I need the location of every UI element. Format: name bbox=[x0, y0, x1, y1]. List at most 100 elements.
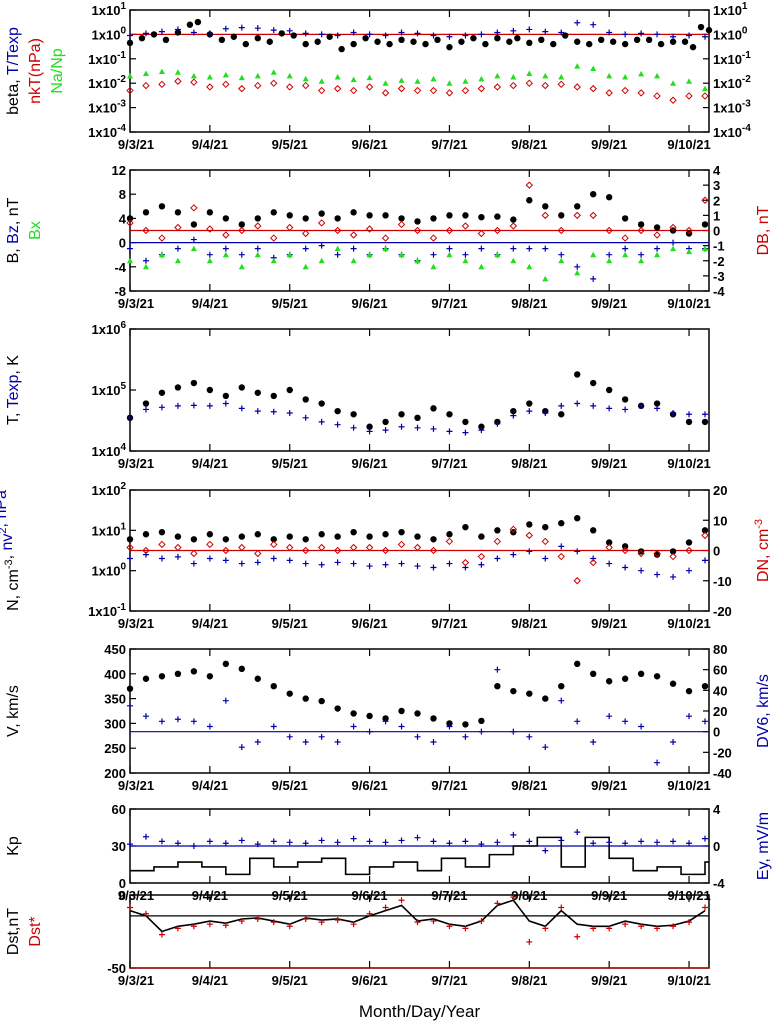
tick-label: -3 bbox=[713, 269, 725, 284]
data-point bbox=[670, 245, 677, 252]
data-point bbox=[302, 263, 309, 270]
data-point bbox=[589, 211, 597, 220]
x-tick-label: 9/5/21 bbox=[272, 616, 308, 631]
data-point bbox=[302, 915, 309, 922]
data-point bbox=[558, 904, 565, 911]
tick-label: 60 bbox=[112, 802, 126, 817]
data-point bbox=[446, 723, 453, 730]
data-point bbox=[414, 414, 421, 422]
data-point bbox=[382, 212, 389, 219]
tick-label: -10 bbox=[713, 574, 732, 589]
data-point bbox=[222, 215, 230, 222]
data-point bbox=[158, 68, 165, 75]
data-point bbox=[190, 236, 197, 243]
data-point bbox=[637, 549, 645, 558]
data-point bbox=[701, 531, 709, 540]
data-point bbox=[158, 528, 166, 536]
data-point bbox=[254, 389, 261, 396]
data-point bbox=[222, 660, 230, 668]
data-point bbox=[701, 683, 709, 690]
data-point bbox=[334, 739, 341, 745]
data-point bbox=[510, 407, 517, 415]
data-point bbox=[413, 226, 422, 235]
data-point bbox=[430, 918, 437, 925]
data-point bbox=[238, 24, 245, 31]
data-point bbox=[350, 723, 357, 730]
data-point bbox=[334, 421, 341, 428]
tick-label: 1x10-2 bbox=[88, 74, 126, 91]
data-point bbox=[381, 546, 390, 555]
data-point bbox=[414, 733, 421, 740]
tick-label: 250 bbox=[104, 741, 126, 756]
data-point bbox=[542, 847, 549, 854]
data-point bbox=[701, 418, 709, 426]
data-point bbox=[254, 408, 261, 415]
data-point bbox=[190, 402, 197, 409]
data-point bbox=[238, 543, 246, 552]
x-tick-label: 9/6/21 bbox=[352, 616, 388, 631]
data-point bbox=[622, 564, 629, 571]
x-tick-label: 9/7/21 bbox=[431, 616, 467, 631]
data-point bbox=[510, 216, 517, 223]
data-point bbox=[286, 223, 294, 232]
data-point bbox=[174, 716, 181, 723]
tick-label: 1x100 bbox=[713, 25, 748, 42]
data-point bbox=[334, 407, 341, 415]
data-point bbox=[638, 30, 645, 37]
data-point bbox=[222, 536, 230, 543]
x-tick-label: 9/4/21 bbox=[192, 456, 228, 471]
data-point bbox=[222, 697, 229, 704]
data-point bbox=[590, 402, 597, 409]
data-point bbox=[538, 36, 545, 44]
data-point bbox=[386, 40, 393, 48]
data-point bbox=[509, 525, 518, 534]
data-point bbox=[190, 78, 198, 86]
data-point bbox=[482, 40, 489, 48]
data-point bbox=[542, 555, 549, 562]
data-point bbox=[126, 215, 134, 222]
data-point bbox=[270, 234, 278, 242]
data-point bbox=[142, 546, 150, 555]
data-point bbox=[174, 553, 181, 560]
data-point bbox=[653, 551, 661, 558]
data-point bbox=[350, 245, 357, 252]
data-point bbox=[446, 411, 453, 418]
data-point bbox=[338, 45, 345, 53]
data-point bbox=[686, 840, 693, 847]
data-point bbox=[366, 533, 373, 540]
data-point bbox=[445, 537, 454, 546]
data-point bbox=[254, 841, 261, 848]
data-point bbox=[541, 537, 549, 546]
tick-label: 350 bbox=[104, 692, 126, 707]
data-point bbox=[606, 251, 613, 258]
data-point bbox=[142, 257, 149, 264]
data-point bbox=[238, 560, 245, 567]
data-point bbox=[413, 86, 422, 95]
data-point bbox=[382, 80, 389, 86]
data-point bbox=[254, 915, 261, 922]
data-point bbox=[158, 540, 166, 549]
tick-label: 0 bbox=[119, 236, 126, 251]
tick-label: -40 bbox=[713, 766, 732, 781]
data-point bbox=[446, 33, 453, 40]
data-point bbox=[174, 533, 182, 540]
data-point bbox=[557, 552, 565, 561]
data-point bbox=[461, 558, 470, 567]
data-point bbox=[606, 257, 613, 264]
tick-label: 8 bbox=[119, 187, 126, 202]
data-point bbox=[414, 218, 421, 225]
data-point bbox=[477, 84, 486, 93]
data-point bbox=[350, 528, 357, 536]
x-tick-label: 9/6/21 bbox=[352, 973, 388, 988]
data-point bbox=[686, 567, 693, 574]
tick-label: 1x105 bbox=[92, 381, 127, 398]
data-point bbox=[446, 428, 453, 435]
data-point bbox=[653, 673, 661, 680]
data-point bbox=[462, 32, 469, 39]
x-tick-label: 9/3/21 bbox=[118, 296, 154, 311]
data-point bbox=[374, 38, 381, 45]
data-point bbox=[126, 219, 134, 227]
data-point bbox=[430, 564, 437, 571]
data-point bbox=[525, 531, 534, 540]
data-point bbox=[494, 251, 501, 258]
